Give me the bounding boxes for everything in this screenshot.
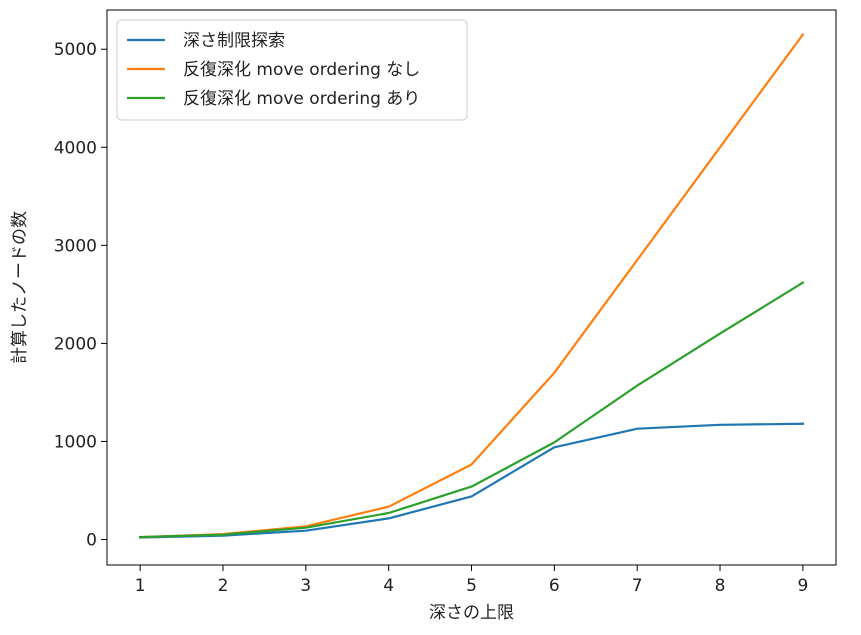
x-tick-label: 3 xyxy=(300,576,311,596)
y-tick-label: 0 xyxy=(86,531,97,551)
x-tick-label: 2 xyxy=(218,576,229,596)
y-tick-label: 5000 xyxy=(54,40,97,60)
series-line-1 xyxy=(138,422,805,539)
y-tick-label: 3000 xyxy=(54,236,97,256)
y-tick-label: 1000 xyxy=(54,432,97,452)
x-tick-label: 7 xyxy=(632,576,643,596)
legend-label-3: 反復深化 move ordering あり xyxy=(183,89,420,109)
x-tick-label: 6 xyxy=(549,576,560,596)
x-tick-label: 1 xyxy=(135,576,146,596)
legend-label-2: 反復深化 move ordering なし xyxy=(183,60,420,80)
series-layer xyxy=(138,32,805,539)
legend-box xyxy=(116,19,468,121)
y-tick-label: 2000 xyxy=(54,334,97,354)
series-line-3 xyxy=(138,281,805,539)
y-axis-title: 計算したノードの数 xyxy=(10,211,30,364)
x-tick-label: 4 xyxy=(383,576,394,596)
y-tick-label: 4000 xyxy=(54,138,97,158)
x-tick-label: 8 xyxy=(715,576,726,596)
x-tick-label: 9 xyxy=(797,576,808,596)
x-tick-label: 5 xyxy=(466,576,477,596)
axis-layer: 1 2 3 4 5 6 7 8 9 0 1000 2000 3000 4000 5000 xyxy=(54,40,809,596)
legend-label-1: 深さ制限探索 xyxy=(183,31,285,51)
x-axis-title: 深さの上限 xyxy=(429,603,514,623)
